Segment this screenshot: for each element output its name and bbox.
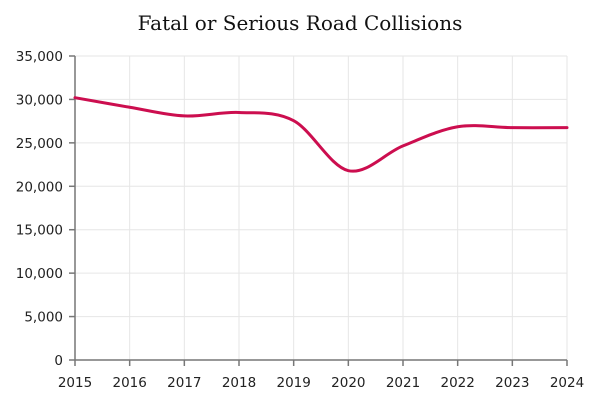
gridlines: [75, 55, 568, 360]
y-tick-label: 10,000: [16, 266, 63, 282]
x-tick-label: 2021: [386, 375, 420, 391]
y-tick-label: 25,000: [16, 136, 63, 152]
series-layer: [73, 96, 569, 173]
tick-labels: 0 5,000 10,000 15,000 20,000 25,000 30,000 35,0…: [16, 49, 584, 391]
y-tick-label: 30,000: [16, 92, 63, 108]
x-tick-label: 2022: [440, 375, 474, 391]
x-tick-label: 2015: [58, 375, 92, 391]
x-tick-label: 2016: [112, 375, 146, 391]
y-tick-label: 35,000: [16, 49, 63, 65]
x-tick-label: 2019: [276, 375, 310, 391]
x-tick-label: 2023: [495, 375, 529, 391]
x-tick-label: 2018: [222, 375, 256, 391]
x-tick-label: 2017: [167, 375, 201, 391]
x-tick-label: 2024: [550, 375, 584, 391]
x-tick-label: 2020: [331, 375, 365, 391]
axes: [69, 55, 568, 366]
y-tick-label: 0: [54, 353, 63, 369]
y-tick-label: 20,000: [16, 179, 63, 195]
series-line: [73, 96, 569, 173]
chart-title: Fatal or Serious Road Collisions: [138, 11, 463, 35]
y-tick-label: 5,000: [24, 310, 63, 326]
y-tick-label: 15,000: [16, 223, 63, 239]
